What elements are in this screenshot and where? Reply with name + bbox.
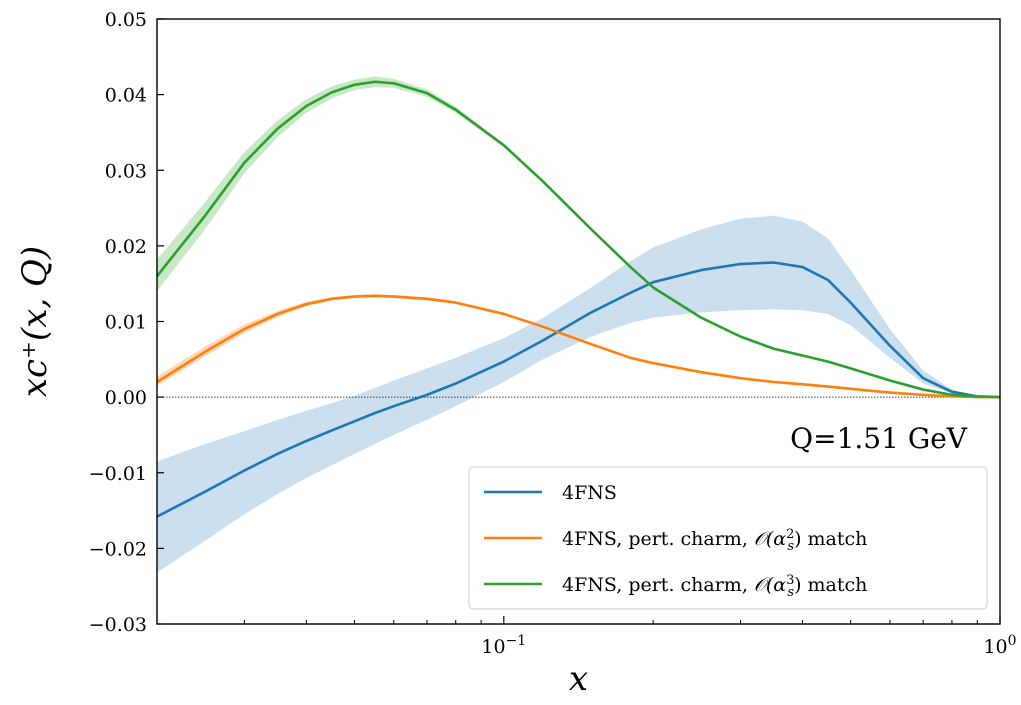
y-tick-label: 0.01 (105, 312, 147, 334)
y-tick-label: 0.04 (105, 85, 147, 107)
uncertainty-bands (157, 76, 1000, 573)
legend-label-1: 4FNS (562, 482, 617, 504)
q-annotation: Q=1.51 GeV (790, 422, 968, 455)
y-tick-label: −0.03 (89, 614, 147, 636)
y-tick-label: 0.00 (105, 387, 147, 409)
series-band-1 (157, 215, 1000, 573)
series-line-2 (156, 294, 1000, 399)
x-tick-label: 10−1 (481, 633, 526, 658)
y-tick-label: 0.05 (105, 9, 147, 31)
y-axis-ticks: −0.03 −0.02 −0.01 0.00 0.01 0.02 0.03 0.04 0.05 (89, 9, 164, 636)
x-tick-label: 100 (983, 633, 1016, 658)
series-line-3 (155, 80, 1001, 399)
x-axis-ticks: 10−1 100 (243, 616, 1017, 658)
y-tick-label: −0.02 (89, 538, 147, 560)
legend: 4FNS 4FNS, pert. charm, 𝒪(α2 s) match 4FNS,… (468, 466, 988, 610)
legend-label-2: 4FNS, pert. charm, 𝒪(α2 s) match (562, 527, 867, 554)
y-axis-label: xc⁺(x, Q) (15, 246, 55, 397)
series-lines (155, 80, 1001, 518)
legend-box (468, 466, 988, 610)
x-axis-label: x (569, 659, 588, 699)
series-line-1 (156, 261, 1001, 518)
y-tick-label: −0.01 (89, 463, 147, 485)
legend-label-3: 4FNS, pert. charm, 𝒪(α3 s) match (562, 573, 867, 600)
y-tick-label: 0.03 (105, 160, 147, 182)
y-tick-label: 0.02 (105, 236, 147, 258)
